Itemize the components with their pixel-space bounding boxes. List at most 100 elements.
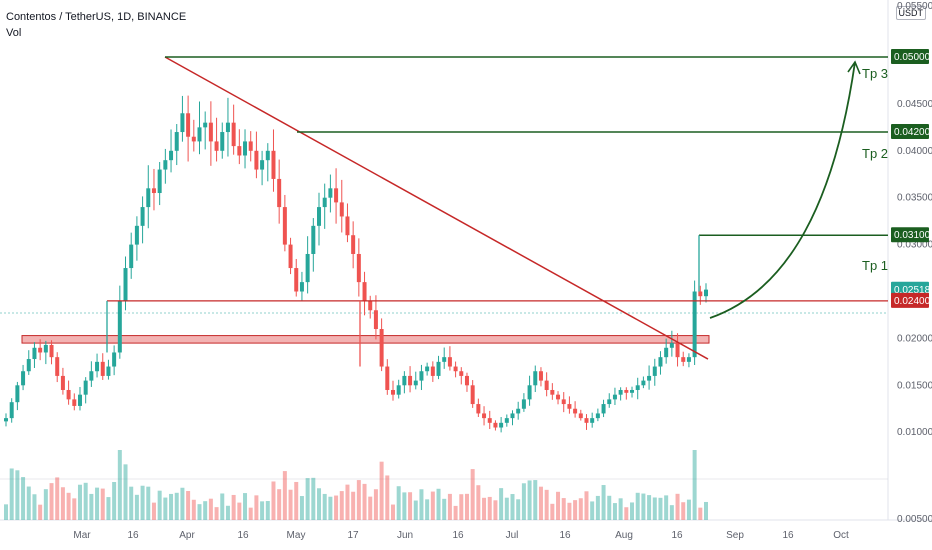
volume-bar [436,488,441,520]
time-axis[interactable]: Mar 16 Apr 16 May 17 Jun 16 Jul 16 Aug 16 Sep 16 Oct [73,530,849,541]
candle-body [26,359,31,372]
candle-body [402,375,407,386]
time-tick-label: Aug [615,530,633,541]
volume-bar [499,488,504,520]
volume-bar [385,475,390,520]
volume-bar [191,499,196,520]
grid [0,0,932,521]
candle-body [225,122,230,133]
candle-body [436,361,441,376]
volume-bar [408,492,413,520]
time-tick-label: 16 [237,530,249,541]
volume-bar [265,501,270,520]
candle-body [516,408,521,414]
volume-bar [208,498,213,520]
volume-bar [373,489,378,520]
candle-body [482,413,487,419]
candle-body [385,366,390,390]
volume-bar [704,501,708,520]
price-tick-label: 0.02000 [897,333,932,344]
projection-arrow [709,61,856,319]
volume-bar [72,498,77,520]
candle-body [510,413,515,419]
candle-body [612,394,617,400]
volume-bar [675,493,680,520]
candle-body [66,389,71,400]
volume-bar [402,492,407,520]
price-tag-label: 0.02400 [894,296,931,307]
volume-bar [248,507,253,520]
volume-bar [464,493,469,520]
candle-body [55,357,60,376]
volume-bar [322,493,327,520]
volume-bar [664,495,669,520]
time-tick-label: 16 [782,530,794,541]
volume-bar [339,491,344,520]
volume-bar [214,507,219,520]
time-tick-label: Sep [726,530,744,541]
price-tag [891,227,929,243]
candle-body [220,132,225,151]
candle-body [203,122,208,128]
currency-badge[interactable]: USDT [895,6,926,20]
volume-bar [658,497,663,520]
volume-bar [129,486,134,520]
candle-body [408,375,413,386]
candle-body [419,371,424,381]
volume-bar [544,489,549,520]
candle-body [556,394,561,400]
candle-body [499,422,504,428]
volume-bar [447,493,452,520]
volume-bar [100,488,105,520]
volume-bar [624,507,629,520]
volume-bar [635,492,640,520]
candle-body [134,225,139,245]
candles [4,95,708,433]
volume-bar [49,483,54,520]
volume-bar [140,485,145,520]
price-tag-label: 0.05000 [894,52,931,63]
price-tag-label: 0.04200 [894,127,931,138]
volume-bar [260,501,265,520]
candle-body [550,389,555,395]
candle-body [294,268,299,292]
candle-body [567,404,572,409]
price-tag [891,49,929,64]
volume-bar [83,482,88,520]
candle-body [117,300,122,353]
price-tag-label: 0.03100 [894,230,931,241]
volume-bar [396,486,401,520]
volume-bar [430,491,435,520]
candle-body [425,366,430,372]
candle-body [322,197,327,208]
candle-body [186,113,191,137]
candle-body [601,404,606,414]
candle-body [675,343,680,358]
candle-body [83,380,88,395]
candle-body [151,188,156,194]
candle-body [334,188,339,203]
time-tick-label: Oct [833,530,849,541]
volume-bar [584,491,589,520]
volume-bar [334,495,339,520]
arrow-head-icon [847,60,861,75]
volume-bar [169,493,174,520]
candle-body [692,291,697,358]
volume-bar [237,502,242,520]
volume-bar [180,487,185,520]
candle-body [442,357,447,362]
candle-body [578,413,583,419]
candle-body [4,418,8,422]
volume-bar [21,477,26,520]
price-axis[interactable]: 0.05500 0.04500 0.04000 0.03500 0.03000 0.020… [897,1,932,525]
volume-bar [601,485,606,520]
volume-bar [282,471,287,520]
candle-body [271,150,276,179]
price-tick-label: 0.04000 [897,146,932,157]
candle-body [214,141,219,151]
candle-body [573,408,578,414]
candle-body [669,343,674,348]
candle-body [191,136,196,142]
